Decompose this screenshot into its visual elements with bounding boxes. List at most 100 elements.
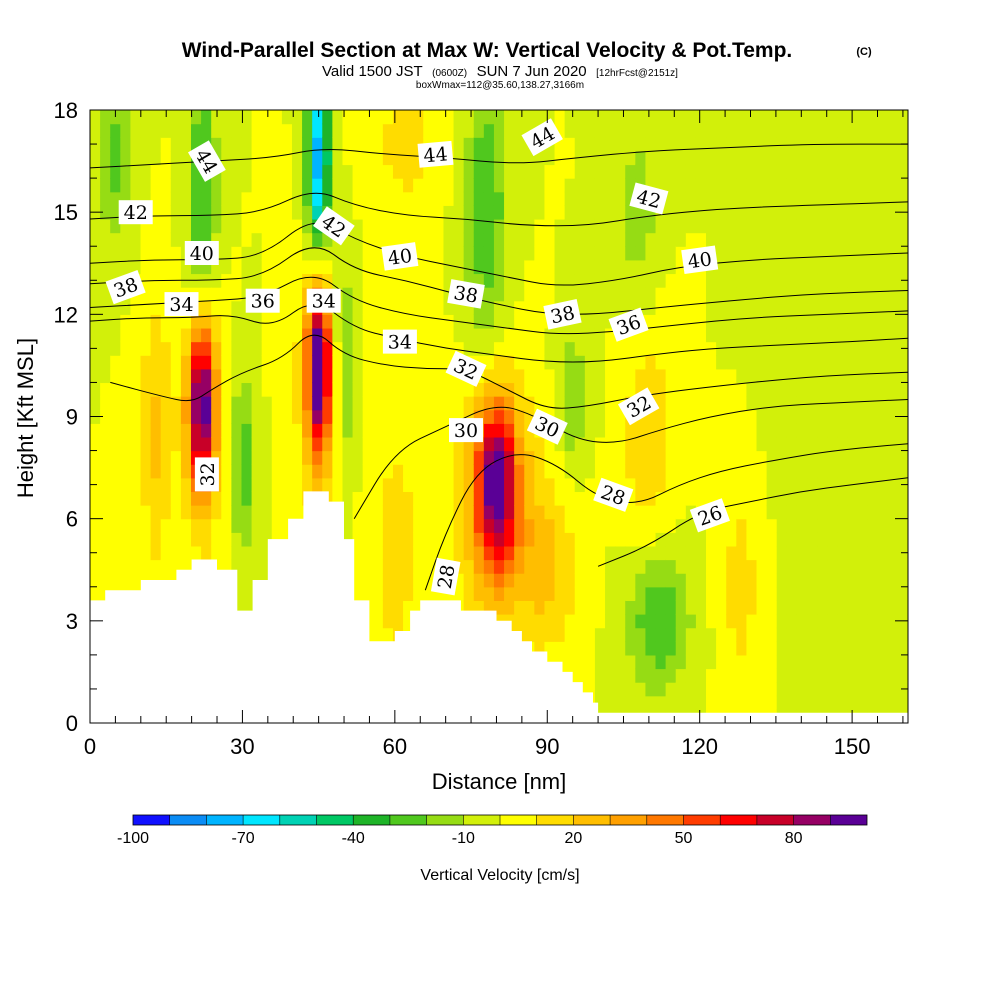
velocity-cell	[746, 368, 758, 384]
velocity-cell	[403, 205, 414, 220]
velocity-cell	[473, 273, 485, 288]
velocity-cell	[564, 491, 576, 506]
velocity-cell	[615, 464, 626, 479]
velocity-cell	[100, 409, 111, 424]
velocity-cell	[362, 341, 374, 356]
velocity-cell	[281, 450, 293, 465]
velocity-cell	[544, 477, 556, 493]
velocity-cell	[241, 218, 253, 234]
velocity-cell	[241, 341, 253, 356]
velocity-cell	[372, 123, 384, 138]
velocity-cell	[201, 232, 212, 247]
y-tick-label: 15	[54, 200, 78, 225]
velocity-cell	[100, 450, 111, 465]
velocity-cell	[786, 150, 798, 166]
velocity-cell	[251, 314, 263, 329]
velocity-cell	[241, 368, 253, 384]
velocity-cell	[776, 450, 788, 465]
velocity-cell	[130, 110, 142, 125]
velocity-cell	[291, 491, 303, 506]
velocity-cell	[716, 382, 727, 397]
velocity-cell	[554, 505, 566, 520]
contour-label-text: 38	[452, 282, 480, 308]
velocity-cell	[615, 205, 626, 220]
velocity-cell	[645, 682, 657, 697]
velocity-cell	[877, 178, 889, 193]
velocity-cell	[867, 668, 879, 683]
velocity-cell	[201, 396, 212, 411]
velocity-cell	[90, 218, 101, 234]
velocity-cell	[665, 600, 677, 615]
velocity-cell	[645, 205, 657, 220]
velocity-cell	[756, 682, 768, 697]
velocity-cell	[564, 341, 576, 356]
velocity-cell	[827, 164, 838, 179]
velocity-cell	[150, 368, 162, 384]
velocity-cell	[897, 382, 908, 397]
velocity-cell	[483, 423, 495, 438]
velocity-cell	[150, 259, 162, 275]
velocity-cell	[887, 327, 899, 343]
velocity-cell	[837, 654, 849, 670]
velocity-cell	[574, 164, 586, 179]
velocity-cell	[201, 423, 212, 438]
velocity-cell	[271, 110, 283, 125]
velocity-cell	[372, 518, 384, 533]
velocity-cell	[352, 545, 364, 561]
velocity-cell	[857, 205, 869, 220]
velocity-cell	[574, 396, 586, 411]
velocity-cell	[170, 491, 182, 506]
velocity-cell	[473, 123, 485, 138]
velocity-cell	[857, 695, 869, 710]
velocity-cell	[645, 518, 657, 533]
velocity-cell	[100, 273, 111, 288]
velocity-cell	[736, 273, 748, 288]
contour-label-text: 32	[197, 462, 219, 486]
velocity-cell	[776, 491, 788, 506]
velocity-cell	[100, 436, 111, 452]
velocity-cell	[746, 477, 758, 493]
velocity-cell	[584, 137, 596, 152]
velocity-cell	[170, 477, 182, 493]
velocity-cell	[807, 382, 818, 397]
velocity-cell	[271, 450, 283, 465]
velocity-cell	[372, 110, 384, 125]
velocity-cell	[120, 532, 131, 547]
velocity-cell	[241, 396, 253, 411]
x-axis-label: Distance [nm]	[432, 769, 567, 794]
velocity-cell	[554, 627, 566, 642]
velocity-cell	[584, 505, 596, 520]
velocity-cell	[756, 327, 768, 343]
velocity-cell	[726, 178, 737, 193]
velocity-cell	[473, 327, 485, 343]
velocity-cell	[382, 559, 394, 574]
velocity-cell	[160, 545, 172, 561]
velocity-cell	[746, 559, 758, 574]
velocity-cell	[635, 573, 647, 588]
velocity-cell	[685, 164, 697, 179]
velocity-cell	[817, 491, 828, 506]
velocity-cell	[251, 368, 263, 384]
velocity-cell	[120, 464, 131, 479]
velocity-cell	[433, 532, 445, 547]
velocity-cell	[564, 654, 576, 670]
theta-contour-36	[90, 276, 908, 335]
velocity-cell	[766, 218, 778, 234]
velocity-cell	[403, 505, 414, 520]
velocity-cell	[877, 450, 889, 465]
velocity-cell	[655, 586, 667, 601]
velocity-cell	[534, 287, 546, 302]
velocity-cell	[291, 505, 303, 520]
contour-label: 32	[194, 457, 219, 492]
velocity-cell	[675, 409, 687, 424]
velocity-cell	[524, 477, 535, 493]
velocity-cell	[342, 396, 354, 411]
velocity-cell	[514, 287, 525, 302]
velocity-cell	[877, 464, 889, 479]
velocity-cell	[342, 110, 354, 125]
velocity-cell	[130, 259, 142, 275]
velocity-cell	[403, 110, 414, 125]
velocity-cell	[615, 559, 626, 574]
velocity-cell	[110, 164, 121, 179]
